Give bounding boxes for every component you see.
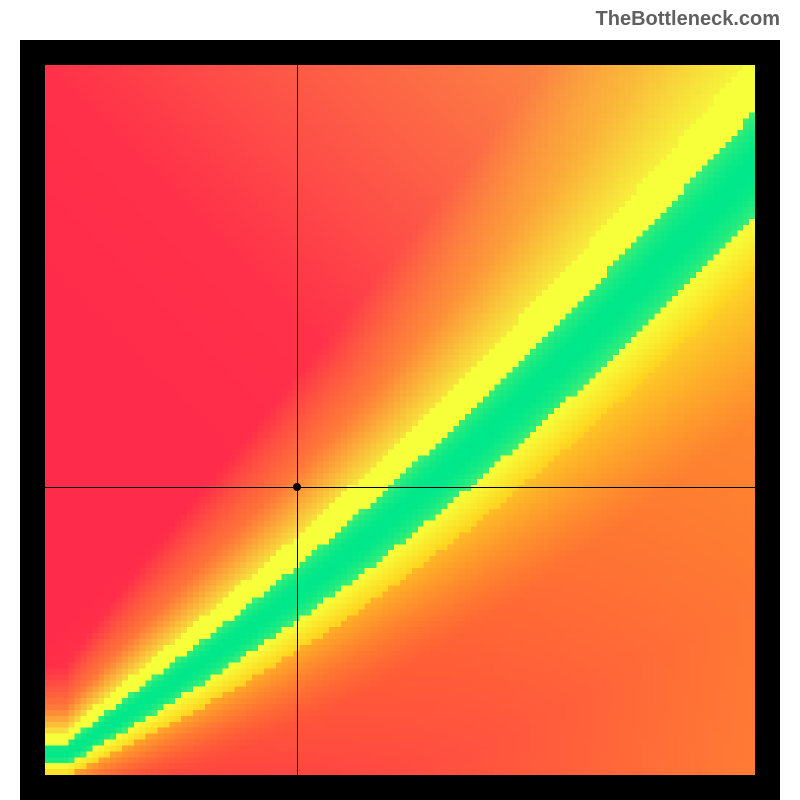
crosshair-vertical <box>297 65 298 775</box>
chart-container: TheBottleneck.com <box>0 0 800 800</box>
watermark-text: TheBottleneck.com <box>596 8 780 31</box>
frame-right <box>755 40 780 800</box>
crosshair-marker-dot <box>293 483 301 491</box>
heatmap-plot <box>45 65 755 775</box>
frame-left <box>20 40 45 800</box>
frame-top <box>20 40 780 65</box>
crosshair-horizontal <box>45 487 755 488</box>
heatmap-canvas <box>45 65 755 775</box>
frame-bottom <box>20 775 780 800</box>
